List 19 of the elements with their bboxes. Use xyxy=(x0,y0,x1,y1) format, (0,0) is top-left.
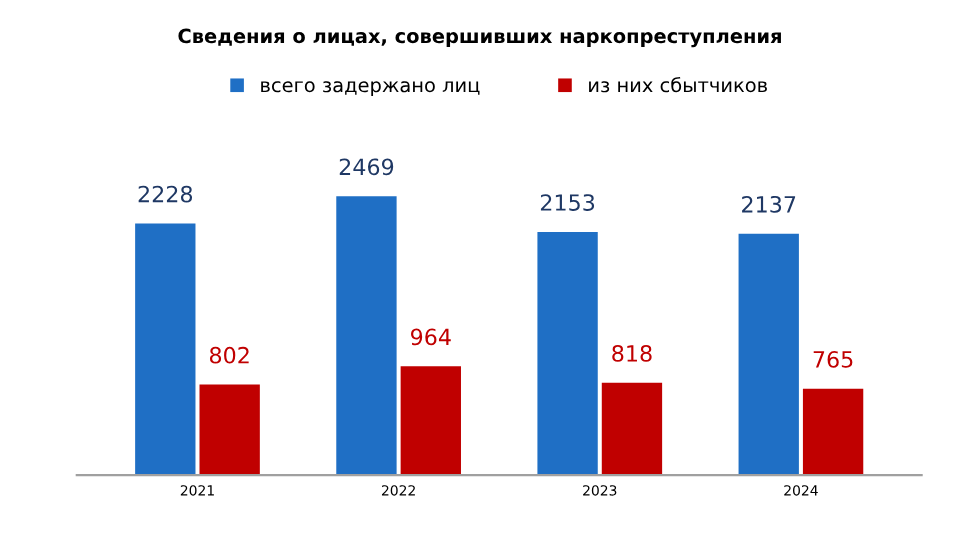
data-label: 2469 xyxy=(339,158,394,176)
bar xyxy=(537,231,598,476)
bar xyxy=(738,233,799,476)
bar xyxy=(336,196,397,476)
data-label: 765 xyxy=(813,350,853,368)
legend-label: всего задержано лиц xyxy=(261,81,480,97)
bar xyxy=(601,382,663,476)
data-label: 2137 xyxy=(742,195,796,213)
legend-label: из них сбытчиков xyxy=(589,76,767,93)
data-label: 818 xyxy=(612,344,652,362)
bar xyxy=(802,388,864,476)
data-label: 2228 xyxy=(138,185,193,203)
bar xyxy=(199,384,260,476)
data-label: 802 xyxy=(209,346,249,364)
bar xyxy=(400,366,461,476)
data-label: 964 xyxy=(411,328,451,346)
chart-title: Сведения о лицах, совершивших наркопреступления xyxy=(178,28,781,48)
bar xyxy=(135,223,196,476)
data-label: 2153 xyxy=(540,194,595,211)
